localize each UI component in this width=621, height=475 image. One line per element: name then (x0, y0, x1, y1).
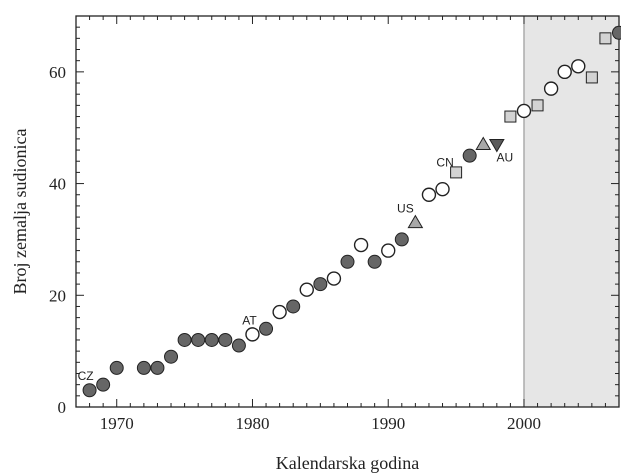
data-point-filled-circle (137, 361, 150, 374)
data-point-filled-circle (463, 149, 476, 162)
data-point-square (600, 33, 611, 44)
data-point-open-circle (436, 183, 449, 196)
data-point-open-circle (558, 65, 571, 78)
shaded-region (524, 16, 619, 407)
y-tick-label: 40 (49, 175, 66, 194)
data-point-open-circle (545, 82, 558, 95)
annotation-us: US (397, 202, 414, 216)
data-point-filled-circle (205, 333, 218, 346)
y-tick-label: 0 (58, 398, 67, 417)
x-tick-label: 1990 (371, 414, 405, 433)
y-tick-label: 60 (49, 63, 66, 82)
data-point-open-circle (246, 328, 259, 341)
y-tick-labels: 0 20 40 60 (49, 63, 66, 417)
data-point-open-circle (382, 244, 395, 257)
data-point-filled-circle (613, 26, 621, 39)
data-point-filled-circle (368, 255, 381, 268)
data-point-square (532, 100, 543, 111)
x-tick-label: 1980 (235, 414, 269, 433)
data-point-filled-circle (97, 378, 110, 391)
data-point-square (586, 72, 597, 83)
data-point-open-circle (355, 239, 368, 252)
y-axis-label: Broj zemalja sudionica (10, 129, 30, 295)
data-point-filled-circle (314, 278, 327, 291)
data-point-square (505, 111, 516, 122)
data-point-open-circle (273, 306, 286, 319)
data-point-open-circle (327, 272, 340, 285)
x-tick-label: 2000 (507, 414, 541, 433)
data-point-filled-circle (178, 333, 191, 346)
x-axis-label: Kalendarska godina (276, 453, 419, 473)
data-point-filled-circle (287, 300, 300, 313)
data-point-open-circle (300, 283, 313, 296)
data-point-filled-circle (341, 255, 354, 268)
data-point-open-circle (422, 188, 435, 201)
annotation-cz: CZ (78, 369, 94, 383)
x-tick-labels: 1970 1980 1990 2000 (100, 414, 541, 433)
annotation-au: AU (496, 150, 513, 164)
annotation-at: AT (242, 313, 257, 327)
y-tick-label: 20 (49, 286, 66, 305)
x-tick-label: 1970 (100, 414, 134, 433)
data-point-open-circle (572, 60, 585, 73)
data-point-filled-circle (83, 384, 96, 397)
data-point-open-circle (517, 104, 530, 117)
data-point-filled-circle (192, 333, 205, 346)
data-point-triangle-up (408, 216, 422, 228)
data-point-filled-circle (165, 350, 178, 363)
annotation-cn: CN (436, 155, 453, 169)
data-point-filled-circle (395, 233, 408, 246)
data-point-filled-circle (110, 361, 123, 374)
data-point-filled-circle (219, 333, 232, 346)
data-point-filled-circle (260, 322, 273, 335)
data-point-triangle-up (476, 137, 490, 149)
data-point-filled-circle (151, 361, 164, 374)
data-point-filled-circle (232, 339, 245, 352)
